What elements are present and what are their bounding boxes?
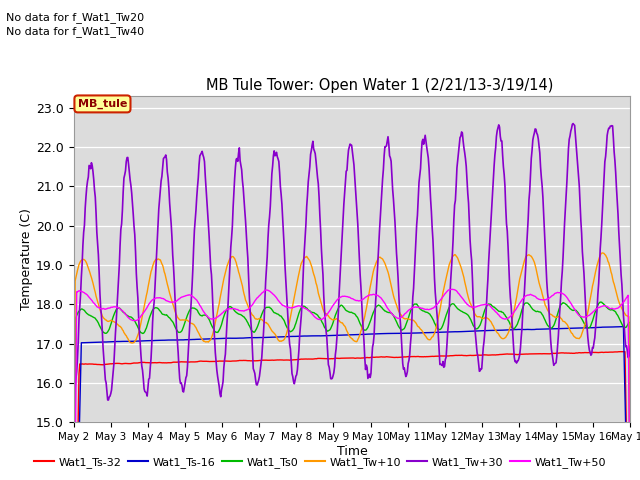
Wat1_Ts-16 bbox=[436, 329, 444, 335]
Wat1_Ts-16 bbox=[620, 324, 627, 329]
Wat1_Ts-16 bbox=[80, 340, 88, 346]
Title: MB Tule Tower: Open Water 1 (2/21/13-3/19/14): MB Tule Tower: Open Water 1 (2/21/13-3/1… bbox=[206, 78, 554, 94]
Wat1_Tw+50 bbox=[449, 287, 456, 292]
Wat1_Ts-16 bbox=[223, 336, 231, 341]
Wat1_Tw+50 bbox=[194, 299, 202, 304]
Line: Wat1_Tw+50: Wat1_Tw+50 bbox=[74, 289, 630, 480]
X-axis label: Time: Time bbox=[337, 445, 367, 458]
Wat1_Ts-16 bbox=[137, 338, 145, 344]
Wat1_Tw+30 bbox=[223, 321, 231, 326]
Wat1_Ts-32 bbox=[420, 354, 428, 360]
Wat1_Tw+30 bbox=[627, 343, 634, 349]
Wat1_Ts0 bbox=[137, 330, 145, 336]
Wat1_Ts0 bbox=[420, 308, 428, 314]
Wat1_Ts0 bbox=[194, 308, 202, 313]
Wat1_Tw+30 bbox=[569, 120, 577, 126]
Wat1_Ts-32 bbox=[223, 358, 231, 364]
Wat1_Ts-32 bbox=[137, 360, 145, 365]
Line: Wat1_Ts0: Wat1_Ts0 bbox=[74, 302, 630, 480]
Text: No data for f_Wat1_Tw40: No data for f_Wat1_Tw40 bbox=[6, 26, 145, 37]
Wat1_Ts0 bbox=[223, 306, 231, 312]
Y-axis label: Temperature (C): Temperature (C) bbox=[20, 208, 33, 310]
Wat1_Tw+30 bbox=[194, 184, 202, 190]
Wat1_Tw+30 bbox=[70, 408, 77, 413]
Wat1_Tw+30 bbox=[137, 353, 145, 359]
Text: No data for f_Wat1_Tw20: No data for f_Wat1_Tw20 bbox=[6, 12, 145, 23]
Wat1_Ts0 bbox=[80, 307, 88, 313]
Line: Wat1_Ts-16: Wat1_Ts-16 bbox=[74, 326, 630, 480]
Text: MB_tule: MB_tule bbox=[78, 99, 127, 109]
Wat1_Ts-32 bbox=[194, 359, 202, 365]
Wat1_Tw+10 bbox=[598, 250, 606, 256]
Wat1_Tw+30 bbox=[80, 229, 88, 235]
Wat1_Tw+10 bbox=[137, 320, 145, 326]
Legend: Wat1_Ts-32, Wat1_Ts-16, Wat1_Ts0, Wat1_Tw+10, Wat1_Tw+30, Wat1_Tw+50: Wat1_Ts-32, Wat1_Ts-16, Wat1_Ts0, Wat1_T… bbox=[29, 452, 611, 472]
Wat1_Tw+10 bbox=[223, 264, 231, 269]
Wat1_Tw+10 bbox=[80, 256, 88, 262]
Line: Wat1_Tw+10: Wat1_Tw+10 bbox=[74, 253, 630, 480]
Wat1_Ts-32 bbox=[80, 361, 88, 367]
Wat1_Ts-16 bbox=[420, 330, 428, 336]
Wat1_Tw+10 bbox=[420, 331, 428, 336]
Wat1_Ts-32 bbox=[436, 353, 444, 359]
Wat1_Tw+50 bbox=[137, 313, 145, 319]
Wat1_Ts0 bbox=[436, 327, 444, 333]
Wat1_Tw+10 bbox=[436, 307, 444, 313]
Line: Wat1_Ts-32: Wat1_Ts-32 bbox=[74, 352, 630, 480]
Wat1_Ts0 bbox=[596, 299, 604, 305]
Line: Wat1_Tw+30: Wat1_Tw+30 bbox=[74, 123, 630, 410]
Wat1_Ts-32 bbox=[619, 349, 627, 355]
Wat1_Tw+30 bbox=[420, 141, 428, 147]
Wat1_Tw+50 bbox=[80, 289, 88, 295]
Wat1_Tw+10 bbox=[194, 328, 202, 334]
Wat1_Tw+50 bbox=[436, 298, 444, 303]
Wat1_Tw+50 bbox=[420, 306, 428, 312]
Wat1_Tw+30 bbox=[436, 361, 444, 367]
Wat1_Tw+50 bbox=[223, 307, 231, 312]
Wat1_Ts-16 bbox=[194, 336, 202, 342]
